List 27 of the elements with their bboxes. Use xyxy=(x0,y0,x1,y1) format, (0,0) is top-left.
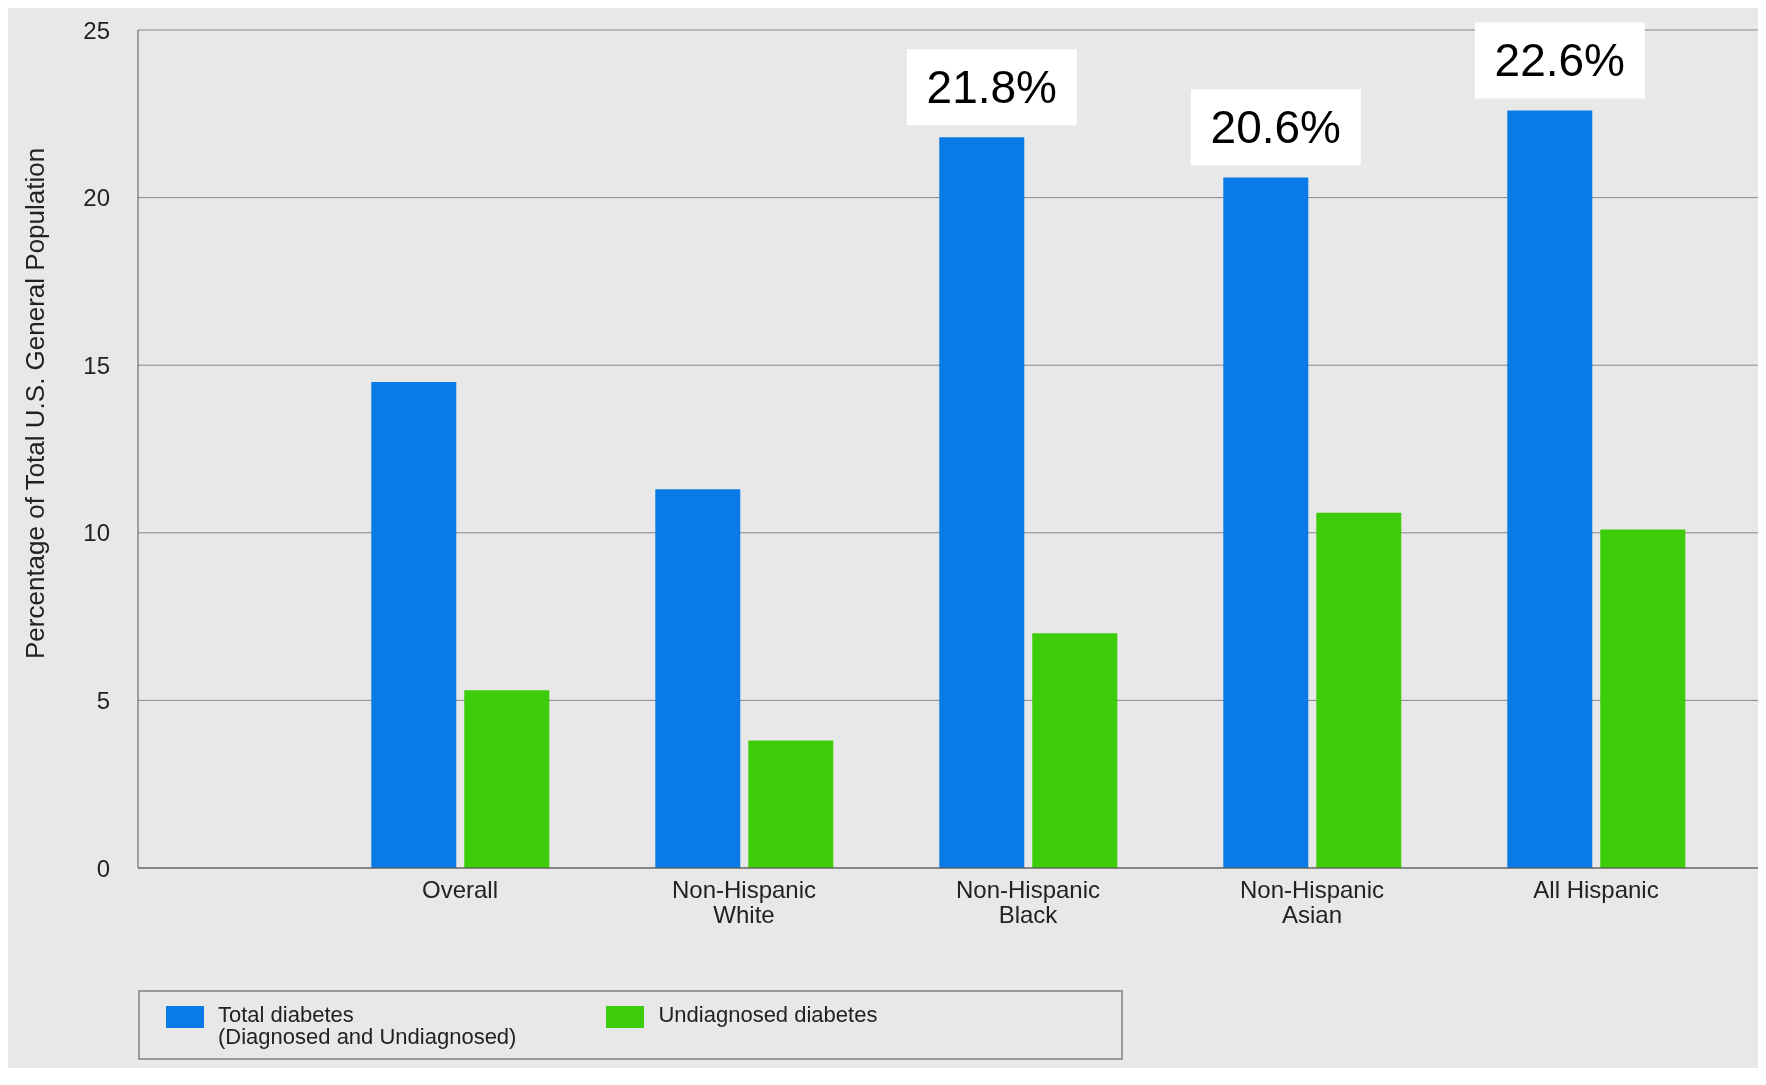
bar xyxy=(1600,529,1686,868)
bar xyxy=(748,740,834,868)
y-tick-label: 10 xyxy=(83,519,110,547)
y-tick-label: 25 xyxy=(83,16,110,44)
bar xyxy=(371,381,457,868)
legend-label: Total diabetes (Diagnosed and Undiagnosed) xyxy=(218,1002,517,1049)
bar xyxy=(1032,633,1118,868)
y-tick-label: 5 xyxy=(96,686,110,714)
y-tick-label: 20 xyxy=(83,184,110,212)
data-label: 21.8% xyxy=(926,61,1057,114)
y-tick-label: 0 xyxy=(96,854,110,882)
data-label: 22.6% xyxy=(1494,34,1625,87)
bar xyxy=(464,690,550,868)
x-tick-label: Non-Hispanic Black xyxy=(955,876,1101,928)
y-tick-label: 15 xyxy=(83,351,110,379)
bar xyxy=(1507,110,1593,868)
x-tick-label: Overall xyxy=(421,876,499,903)
bar xyxy=(655,489,741,868)
bar xyxy=(1223,177,1309,868)
bar xyxy=(939,137,1025,868)
data-label: 20.6% xyxy=(1210,101,1341,154)
x-tick-label: Non-Hispanic White xyxy=(671,876,817,928)
x-tick-label: All Hispanic xyxy=(1533,876,1659,903)
y-axis-title: Percentage of Total U.S. General Population xyxy=(20,147,51,659)
bar xyxy=(1316,512,1402,868)
x-tick-label: Non-Hispanic Asian xyxy=(1239,876,1385,928)
legend-label: Undiagnosed diabetes xyxy=(658,1002,878,1027)
